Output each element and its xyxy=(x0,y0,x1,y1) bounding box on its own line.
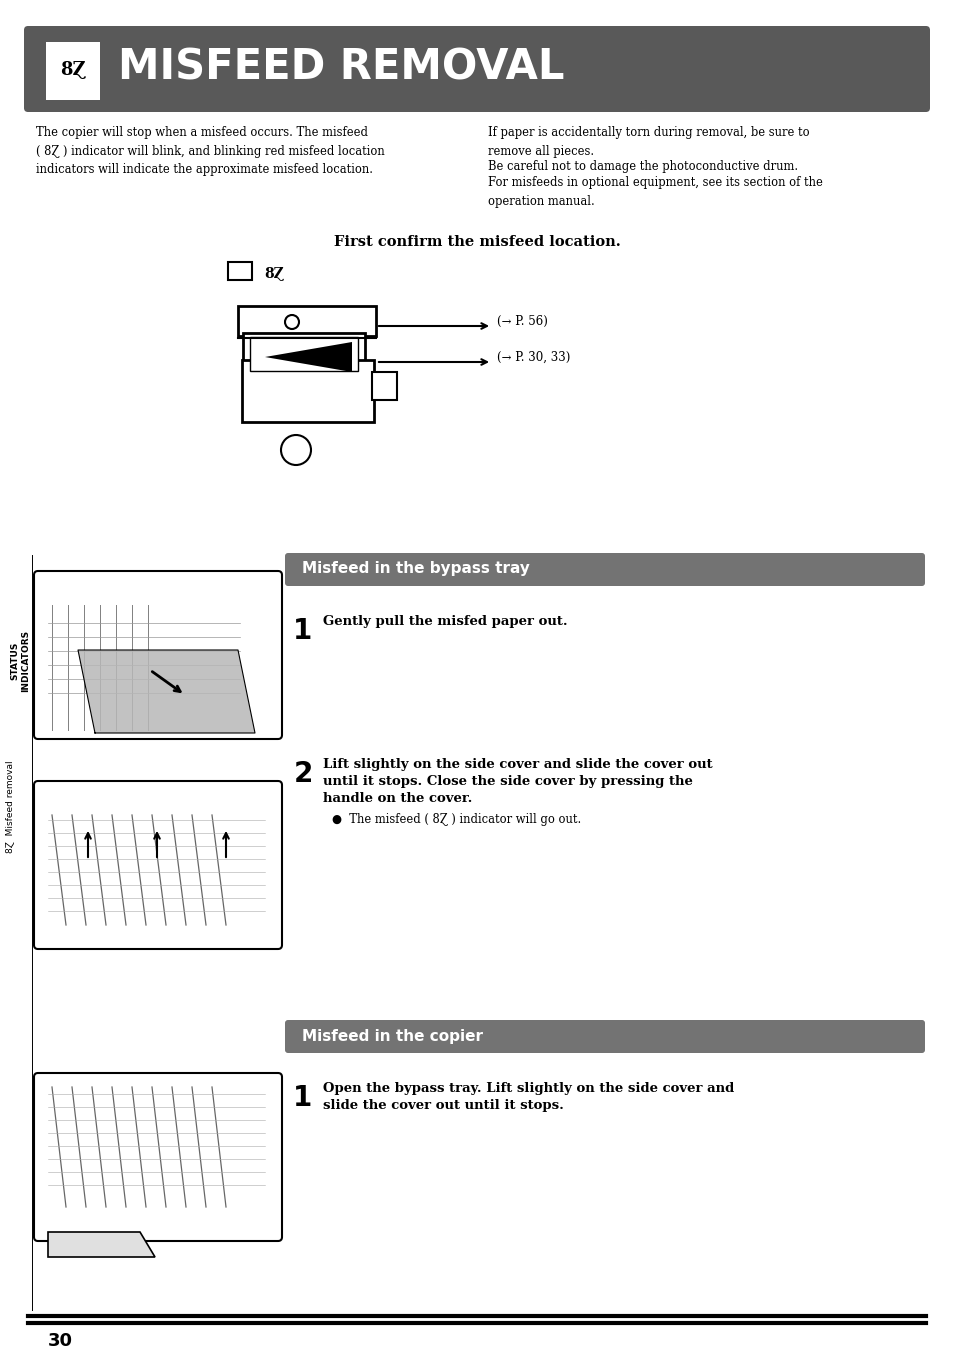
Text: Lift slightly on the side cover and slide the cover out
until it stops. Close th: Lift slightly on the side cover and slid… xyxy=(323,758,712,805)
Text: 8Ɀ: 8Ɀ xyxy=(264,267,283,281)
Text: (→ P. 56): (→ P. 56) xyxy=(497,315,547,327)
Text: First confirm the misfeed location.: First confirm the misfeed location. xyxy=(334,235,619,249)
Text: Be careful not to damage the photoconductive drum.: Be careful not to damage the photoconduc… xyxy=(488,159,798,173)
Text: ●  The misfeed ( 8Ɀ ) indicator will go out.: ● The misfeed ( 8Ɀ ) indicator will go o… xyxy=(332,813,580,825)
Text: If paper is accidentally torn during removal, be sure to
remove all pieces.: If paper is accidentally torn during rem… xyxy=(488,126,809,158)
Bar xyxy=(243,332,365,376)
Text: For misfeeds in optional equipment, see its section of the
operation manual.: For misfeeds in optional equipment, see … xyxy=(488,176,822,208)
Text: 2: 2 xyxy=(293,761,313,788)
Circle shape xyxy=(285,315,298,330)
Text: Open the bypass tray. Lift slightly on the side cover and
slide the cover out un: Open the bypass tray. Lift slightly on t… xyxy=(323,1082,734,1112)
Text: The copier will stop when a misfeed occurs. The misfeed
( 8Ɀ ) indicator will bl: The copier will stop when a misfeed occu… xyxy=(36,126,384,176)
Text: STATUS
INDICATORS: STATUS INDICATORS xyxy=(10,630,30,692)
Polygon shape xyxy=(265,342,352,372)
Bar xyxy=(250,336,357,372)
Bar xyxy=(242,359,374,422)
Text: 30: 30 xyxy=(48,1332,73,1350)
Circle shape xyxy=(281,435,311,465)
FancyBboxPatch shape xyxy=(285,1020,924,1052)
Text: Misfeed in the bypass tray: Misfeed in the bypass tray xyxy=(302,562,529,577)
Text: 1: 1 xyxy=(294,1084,313,1112)
Text: (→ P. 30, 33): (→ P. 30, 33) xyxy=(497,350,570,363)
Text: 1: 1 xyxy=(294,617,313,644)
Text: 8Ɀ  Misfeed removal: 8Ɀ Misfeed removal xyxy=(6,761,14,852)
Text: Gently pull the misfed paper out.: Gently pull the misfed paper out. xyxy=(323,615,567,628)
FancyBboxPatch shape xyxy=(34,1073,282,1242)
FancyBboxPatch shape xyxy=(34,781,282,948)
FancyBboxPatch shape xyxy=(285,553,924,586)
Text: 8Ɀ: 8Ɀ xyxy=(60,61,86,78)
Bar xyxy=(46,42,100,100)
Polygon shape xyxy=(78,650,254,734)
Bar xyxy=(228,262,252,280)
Text: MISFEED REMOVAL: MISFEED REMOVAL xyxy=(118,47,564,89)
FancyBboxPatch shape xyxy=(34,571,282,739)
FancyBboxPatch shape xyxy=(24,26,929,112)
Text: Misfeed in the copier: Misfeed in the copier xyxy=(302,1028,482,1043)
Bar xyxy=(372,372,396,400)
Polygon shape xyxy=(48,1232,154,1256)
Bar xyxy=(237,305,375,336)
